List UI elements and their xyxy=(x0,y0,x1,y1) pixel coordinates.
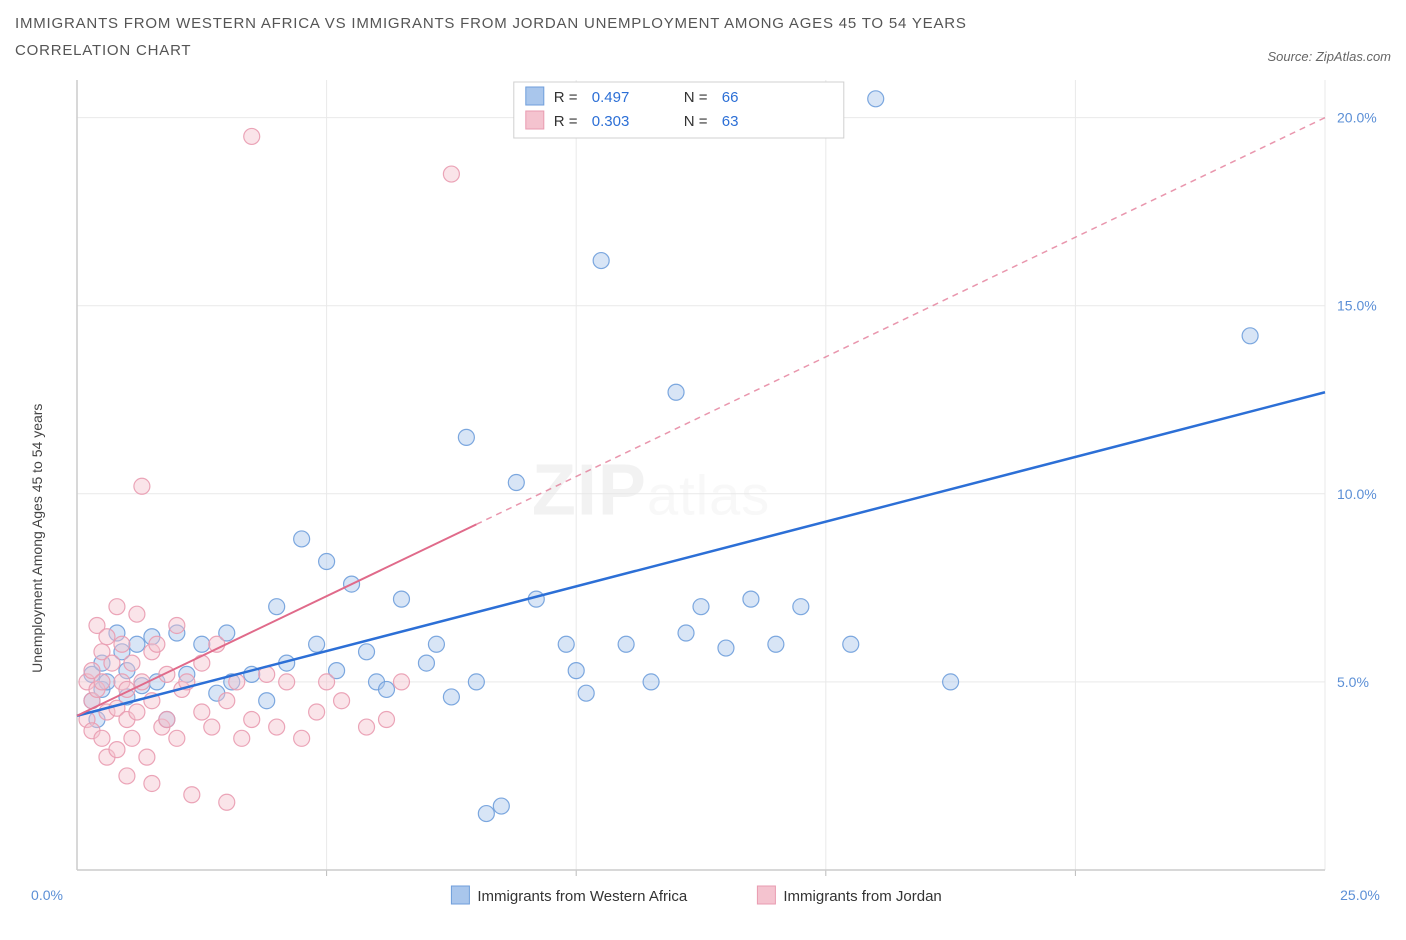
legend-series-label: Immigrants from Western Africa xyxy=(477,888,687,905)
data-point xyxy=(493,798,509,814)
data-point xyxy=(184,787,200,803)
data-point xyxy=(478,806,494,822)
data-point xyxy=(244,712,260,728)
y-tick-label: 10.0% xyxy=(1337,486,1377,502)
svg-text:N =: N = xyxy=(684,113,708,130)
title-line-2: CORRELATION CHART xyxy=(15,37,967,64)
svg-text:63: 63 xyxy=(722,113,739,130)
title-line-1: IMMIGRANTS FROM WESTERN AFRICA VS IMMIGR… xyxy=(15,10,967,37)
data-point xyxy=(169,730,185,746)
data-point xyxy=(114,636,130,652)
data-point xyxy=(793,599,809,615)
data-point xyxy=(204,719,220,735)
data-point xyxy=(309,636,325,652)
data-point xyxy=(458,429,474,445)
data-point xyxy=(359,644,375,660)
data-point xyxy=(508,475,524,491)
svg-text:R =: R = xyxy=(554,89,578,106)
data-point xyxy=(468,674,484,690)
svg-text:N =: N = xyxy=(684,89,708,106)
data-point xyxy=(558,636,574,652)
svg-text:0.497: 0.497 xyxy=(592,89,630,106)
data-point xyxy=(393,591,409,607)
data-point xyxy=(678,625,694,641)
data-point xyxy=(668,384,684,400)
source-label: Source: ZipAtlas.com xyxy=(1267,49,1391,64)
data-point xyxy=(129,704,145,720)
data-point xyxy=(393,674,409,690)
data-point xyxy=(578,685,594,701)
y-tick-label: 15.0% xyxy=(1337,298,1377,314)
data-point xyxy=(843,636,859,652)
watermark: ZIPatlas xyxy=(532,451,770,531)
data-point xyxy=(743,591,759,607)
data-point xyxy=(149,636,165,652)
y-axis-label: Unemployment Among Ages 45 to 54 years xyxy=(29,404,45,673)
data-point xyxy=(159,712,175,728)
data-point xyxy=(269,599,285,615)
data-point xyxy=(279,674,295,690)
data-point xyxy=(319,674,335,690)
data-point xyxy=(259,693,275,709)
data-point xyxy=(718,640,734,656)
data-point xyxy=(443,166,459,182)
data-point xyxy=(124,655,140,671)
data-point xyxy=(129,636,145,652)
data-point xyxy=(443,689,459,705)
data-point xyxy=(104,655,120,671)
data-point xyxy=(144,775,160,791)
data-point xyxy=(94,674,110,690)
data-point xyxy=(109,742,125,758)
data-point xyxy=(194,636,210,652)
data-point xyxy=(94,730,110,746)
svg-text:66: 66 xyxy=(722,89,739,106)
data-point xyxy=(119,768,135,784)
data-point xyxy=(139,749,155,765)
data-point xyxy=(693,599,709,615)
data-point xyxy=(244,128,260,144)
data-point xyxy=(428,636,444,652)
legend-series-label: Immigrants from Jordan xyxy=(783,888,941,905)
data-point xyxy=(379,712,395,728)
data-point xyxy=(643,674,659,690)
data-point xyxy=(294,730,310,746)
data-point xyxy=(234,730,250,746)
y-tick-label: 20.0% xyxy=(1337,110,1377,126)
data-point xyxy=(194,655,210,671)
data-point xyxy=(134,478,150,494)
data-point xyxy=(593,253,609,269)
title-block: IMMIGRANTS FROM WESTERN AFRICA VS IMMIGR… xyxy=(15,10,967,64)
data-point xyxy=(1242,328,1258,344)
data-point xyxy=(868,91,884,107)
scatter-chart: 0.0% 25.0% 5.0% 10.0% 15.0% 20.0% ZIPatlas Unem… xyxy=(15,70,1391,930)
data-point xyxy=(334,693,350,709)
data-point xyxy=(359,719,375,735)
data-point xyxy=(379,681,395,697)
x-tick-label: 25.0% xyxy=(1340,887,1380,903)
data-point xyxy=(219,794,235,810)
svg-text:R =: R = xyxy=(554,113,578,130)
data-point xyxy=(209,636,225,652)
data-point xyxy=(109,599,125,615)
data-point xyxy=(418,655,434,671)
y-tick-label: 5.0% xyxy=(1337,674,1369,690)
data-point xyxy=(319,554,335,570)
data-point xyxy=(943,674,959,690)
data-point xyxy=(568,663,584,679)
data-point xyxy=(129,606,145,622)
data-point xyxy=(194,704,210,720)
data-point xyxy=(618,636,634,652)
data-point xyxy=(309,704,325,720)
data-point xyxy=(169,617,185,633)
data-point xyxy=(269,719,285,735)
data-point xyxy=(768,636,784,652)
x-tick-label: 0.0% xyxy=(31,887,63,903)
chart-header: IMMIGRANTS FROM WESTERN AFRICA VS IMMIGR… xyxy=(15,10,1391,64)
data-point xyxy=(99,629,115,645)
svg-text:0.303: 0.303 xyxy=(592,113,630,130)
data-point xyxy=(124,730,140,746)
data-point xyxy=(219,693,235,709)
data-point xyxy=(294,531,310,547)
